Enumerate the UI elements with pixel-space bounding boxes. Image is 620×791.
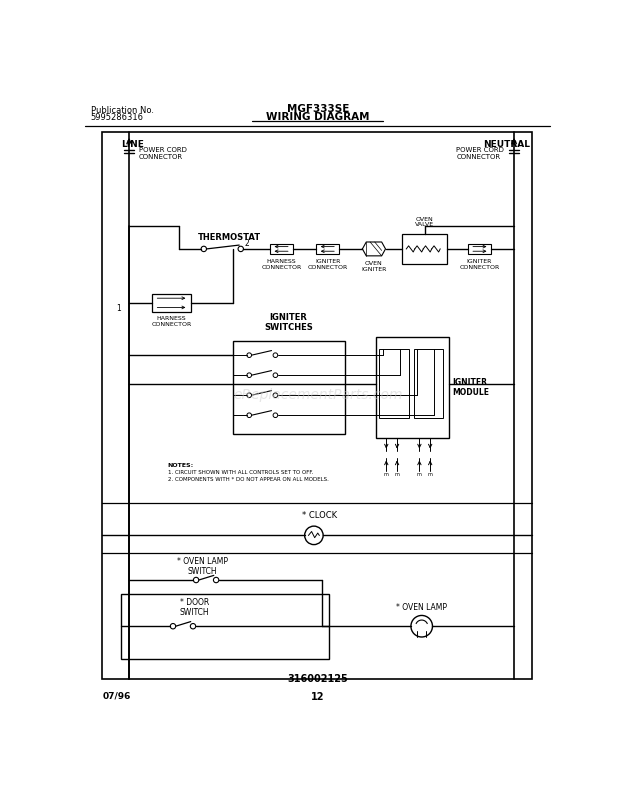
Text: 1: 1 — [117, 305, 122, 313]
Text: m: m — [384, 472, 389, 477]
Text: m: m — [428, 472, 433, 477]
Text: IGNITER
MODULE: IGNITER MODULE — [453, 378, 490, 397]
Text: eReplacementParts.com: eReplacementParts.com — [233, 388, 402, 402]
Bar — [376, 338, 449, 437]
Text: IGNITER
CONNECTOR: IGNITER CONNECTOR — [459, 259, 500, 270]
Circle shape — [247, 373, 252, 377]
Text: m: m — [417, 472, 422, 477]
Text: 12: 12 — [311, 691, 324, 702]
Bar — [233, 342, 345, 433]
Bar — [379, 349, 409, 418]
Text: OVEN
VALVE: OVEN VALVE — [415, 217, 435, 227]
Circle shape — [273, 413, 278, 418]
Text: POWER CORD
CONNECTOR: POWER CORD CONNECTOR — [139, 147, 187, 161]
Circle shape — [193, 577, 199, 583]
Text: NOTES:: NOTES: — [167, 463, 194, 468]
Text: WIRING DIAGRAM: WIRING DIAGRAM — [266, 112, 370, 122]
Text: * OVEN LAMP: * OVEN LAMP — [396, 603, 447, 612]
Bar — [316, 244, 339, 255]
Text: OVEN
IGNITER: OVEN IGNITER — [361, 261, 387, 272]
Bar — [122, 594, 329, 660]
Circle shape — [247, 393, 252, 398]
Circle shape — [304, 526, 323, 544]
Text: 07/96: 07/96 — [102, 691, 131, 701]
Bar — [414, 349, 443, 418]
Text: HARNESS
CONNECTOR: HARNESS CONNECTOR — [151, 316, 192, 327]
Text: HARNESS
CONNECTOR: HARNESS CONNECTOR — [262, 259, 302, 270]
Text: Publication No.: Publication No. — [91, 106, 154, 115]
Text: 2. COMPONENTS WITH * DO NOT APPEAR ON ALL MODELS.: 2. COMPONENTS WITH * DO NOT APPEAR ON AL… — [167, 477, 329, 482]
Text: 316002125: 316002125 — [288, 674, 348, 684]
Text: m: m — [394, 472, 399, 477]
Circle shape — [238, 246, 244, 252]
Circle shape — [247, 353, 252, 358]
Circle shape — [201, 246, 206, 252]
Text: LINE: LINE — [122, 139, 144, 149]
Text: 5995286316: 5995286316 — [91, 112, 144, 122]
Text: MGF333SE: MGF333SE — [286, 104, 349, 114]
Text: 2: 2 — [244, 239, 249, 248]
Circle shape — [170, 623, 175, 629]
Bar — [152, 293, 191, 312]
Text: * OVEN LAMP
SWITCH: * OVEN LAMP SWITCH — [177, 557, 228, 577]
Bar — [468, 244, 491, 255]
Bar — [270, 244, 293, 255]
Bar — [102, 132, 532, 679]
Circle shape — [273, 353, 278, 358]
Text: 1. CIRCUIT SHOWN WITH ALL CONTROLS SET TO OFF.: 1. CIRCUIT SHOWN WITH ALL CONTROLS SET T… — [167, 470, 313, 475]
Circle shape — [273, 393, 278, 398]
Circle shape — [190, 623, 196, 629]
Text: NEUTRAL: NEUTRAL — [484, 139, 530, 149]
Text: THERMOSTAT: THERMOSTAT — [198, 233, 261, 242]
Text: IGNITER
SWITCHES: IGNITER SWITCHES — [264, 312, 313, 332]
Circle shape — [247, 413, 252, 418]
Circle shape — [273, 373, 278, 377]
Circle shape — [411, 615, 433, 637]
Text: IGNITER
CONNECTOR: IGNITER CONNECTOR — [308, 259, 348, 270]
Text: * CLOCK: * CLOCK — [303, 511, 337, 520]
Text: * DOOR
SWITCH: * DOOR SWITCH — [180, 598, 210, 617]
Circle shape — [213, 577, 219, 583]
Bar — [402, 233, 447, 264]
Text: POWER CORD
CONNECTOR: POWER CORD CONNECTOR — [456, 147, 504, 161]
